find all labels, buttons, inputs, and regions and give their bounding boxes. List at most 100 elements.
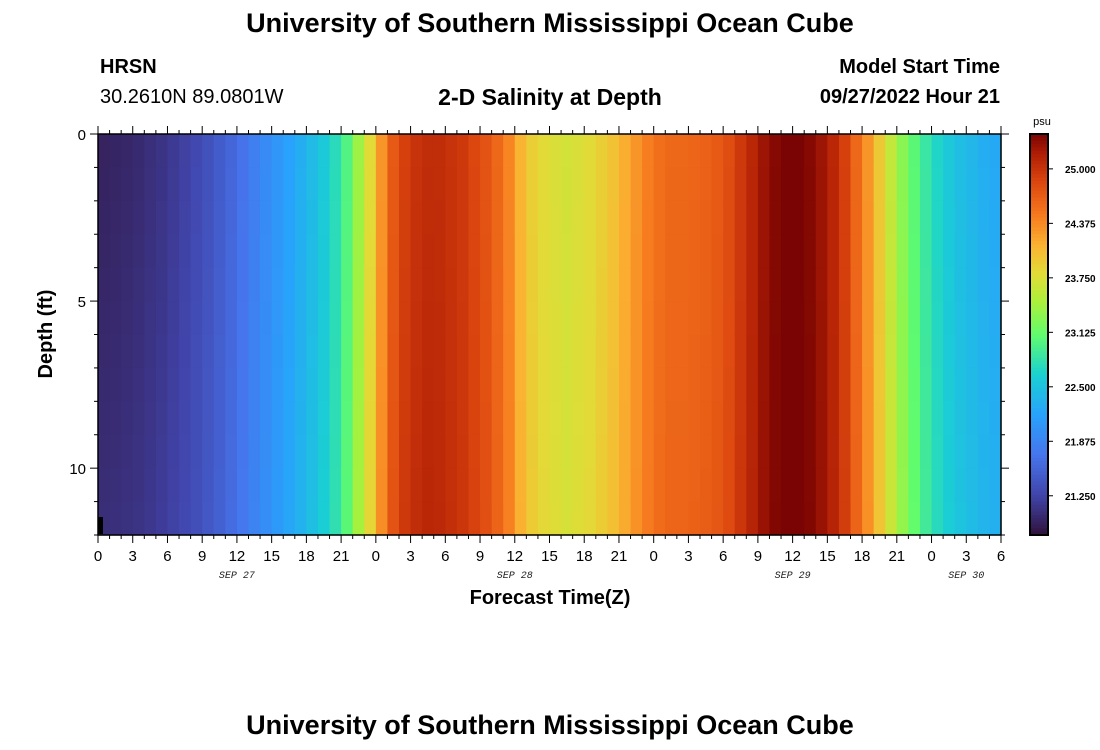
heatmap-cell bbox=[804, 501, 817, 536]
colorbar-swatch bbox=[1030, 374, 1048, 379]
heatmap-cell bbox=[537, 267, 551, 302]
heatmap-cell bbox=[445, 167, 458, 202]
heatmap-cell bbox=[885, 367, 898, 402]
heatmap-cell bbox=[676, 468, 690, 503]
x-tick-label: 15 bbox=[541, 548, 558, 565]
heatmap-cell bbox=[734, 167, 747, 202]
heatmap-cell bbox=[236, 267, 250, 302]
heatmap-cell bbox=[896, 267, 909, 302]
heatmap-cell bbox=[306, 267, 319, 302]
heatmap-cell bbox=[908, 367, 921, 402]
heatmap-cell bbox=[445, 267, 458, 302]
heatmap-cell bbox=[896, 134, 909, 169]
heatmap-cell bbox=[700, 134, 713, 169]
heatmap-cell bbox=[155, 267, 169, 302]
heatmap-cell bbox=[202, 501, 215, 536]
heatmap-cell bbox=[387, 434, 400, 469]
heatmap-cell bbox=[190, 434, 203, 469]
heatmap-cell bbox=[236, 200, 250, 235]
heatmap-cell bbox=[653, 501, 666, 536]
heatmap-cell bbox=[179, 301, 192, 336]
heatmap-cell bbox=[271, 501, 284, 536]
colorbar-swatch bbox=[1030, 137, 1048, 142]
heatmap-cell bbox=[723, 200, 736, 235]
heatmap-cell bbox=[966, 134, 979, 169]
y-tick-label: 10 bbox=[69, 461, 86, 478]
heatmap-cell bbox=[491, 468, 504, 503]
heatmap-cell bbox=[537, 468, 551, 503]
heatmap-cell bbox=[445, 434, 458, 469]
colorbar-swatch bbox=[1030, 448, 1048, 453]
heatmap-cell bbox=[734, 501, 747, 536]
heatmap-cell bbox=[132, 468, 145, 503]
colorbar-swatch bbox=[1030, 438, 1048, 443]
heatmap-cell bbox=[468, 134, 481, 169]
heatmap-cell bbox=[827, 468, 840, 503]
heatmap-cell bbox=[757, 334, 771, 369]
heatmap-cell bbox=[225, 200, 238, 235]
heatmap-cell bbox=[236, 468, 250, 503]
heatmap-cell bbox=[167, 167, 180, 202]
heatmap-cell bbox=[815, 501, 828, 536]
station-name: HRSN bbox=[100, 56, 157, 78]
heatmap-cell bbox=[561, 134, 574, 169]
heatmap-cell bbox=[491, 134, 504, 169]
heatmap-cell bbox=[329, 267, 342, 302]
heatmap-cell bbox=[723, 234, 736, 269]
heatmap-cell bbox=[410, 434, 423, 469]
heatmap-cell bbox=[317, 301, 331, 336]
heatmap-cell bbox=[121, 367, 134, 402]
colorbar-swatch bbox=[1030, 354, 1048, 359]
heatmap-cell bbox=[630, 367, 643, 402]
colorbar-swatch bbox=[1030, 314, 1048, 319]
heatmap-cell bbox=[954, 468, 967, 503]
colorbar-swatch bbox=[1030, 401, 1048, 406]
heatmap-cell bbox=[190, 200, 203, 235]
colorbar-tick-label: 21.875 bbox=[1065, 437, 1096, 448]
heatmap-cell bbox=[121, 301, 134, 336]
colorbar-swatch bbox=[1030, 451, 1048, 456]
heatmap-cell bbox=[757, 200, 771, 235]
heatmap-cell bbox=[537, 301, 551, 336]
heatmap-cell bbox=[595, 267, 608, 302]
colorbar-swatch bbox=[1030, 501, 1048, 506]
heatmap-cell bbox=[815, 267, 828, 302]
heatmap-cell bbox=[317, 334, 331, 369]
colorbar-tick-label: 21.250 bbox=[1065, 492, 1096, 503]
date-label: SEP 28 bbox=[497, 571, 533, 582]
heatmap-cell bbox=[989, 134, 1002, 169]
heatmap-cell bbox=[422, 301, 435, 336]
heatmap-cell bbox=[943, 468, 956, 503]
heatmap-cell bbox=[271, 434, 284, 469]
x-tick-label: 6 bbox=[997, 548, 1005, 565]
heatmap-cell bbox=[665, 501, 678, 536]
heatmap-cell bbox=[827, 301, 840, 336]
heatmap-cell bbox=[700, 468, 713, 503]
heatmap-cell bbox=[433, 301, 446, 336]
colorbar-swatch bbox=[1030, 364, 1048, 369]
heatmap-cell bbox=[665, 367, 678, 402]
colorbar-swatch bbox=[1030, 391, 1048, 396]
heatmap-cell bbox=[977, 468, 991, 503]
heatmap-cell bbox=[213, 134, 226, 169]
heatmap-cell bbox=[549, 301, 562, 336]
heatmap-cell bbox=[966, 200, 979, 235]
heatmap-cell bbox=[306, 468, 319, 503]
colorbar-swatch bbox=[1030, 210, 1048, 215]
heatmap-cell bbox=[341, 134, 354, 169]
heatmap-cell bbox=[410, 134, 423, 169]
colorbar-swatch bbox=[1030, 244, 1048, 249]
heatmap-cell bbox=[514, 468, 527, 503]
heatmap-cell bbox=[283, 200, 296, 235]
heatmap-cell bbox=[283, 301, 296, 336]
heatmap-cell bbox=[931, 167, 944, 202]
heatmap-cell bbox=[144, 234, 157, 269]
heatmap-cell bbox=[468, 468, 481, 503]
heatmap-cell bbox=[294, 134, 307, 169]
colorbar-swatch bbox=[1030, 367, 1048, 372]
heatmap-cell bbox=[260, 234, 273, 269]
heatmap-cell bbox=[746, 401, 759, 436]
heatmap-cell bbox=[584, 501, 597, 536]
heatmap-cell bbox=[306, 334, 319, 369]
heatmap-cell bbox=[167, 501, 180, 536]
